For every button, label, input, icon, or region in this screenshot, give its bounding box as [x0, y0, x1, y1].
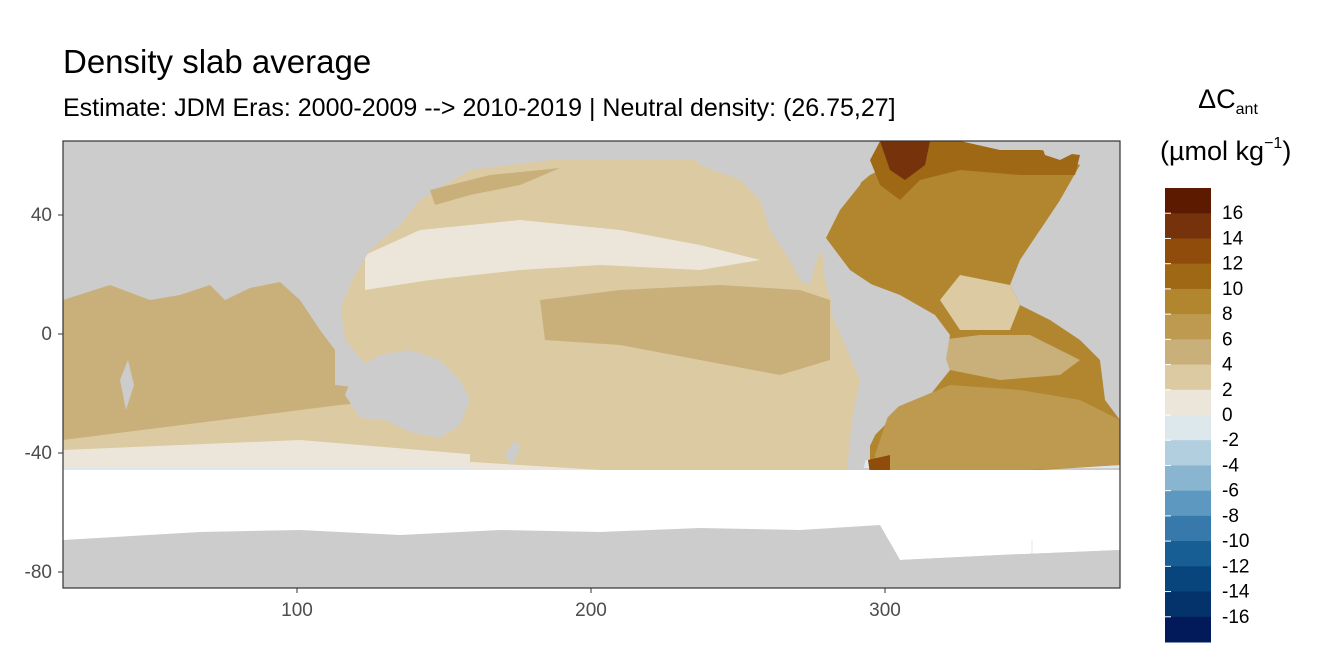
legend-label: 10: [1222, 279, 1243, 300]
indian-southern-margin: [63, 440, 480, 468]
legend-label: -8: [1222, 506, 1239, 527]
new-zealand-shape: [505, 440, 520, 465]
legend-label: -10: [1222, 531, 1249, 552]
legend-swatch: [1165, 490, 1211, 517]
y-tick-label: -40: [25, 443, 52, 464]
legend-label: 14: [1222, 228, 1244, 249]
legend-swatch: [1165, 238, 1211, 265]
sea-ice-gap: [63, 470, 1120, 540]
legend-swatch: [1165, 263, 1211, 290]
north-america-shape: [680, 141, 880, 285]
legend-swatch: [1165, 440, 1211, 466]
labrador-sea: [880, 141, 930, 180]
y-axis: 40 0 -40 -80: [25, 205, 63, 583]
legend-label: -6: [1222, 481, 1239, 502]
africa-europe-shape: [1012, 141, 1120, 420]
legend-swatch: [1165, 288, 1211, 315]
kuroshio-extension: [430, 168, 560, 205]
north-pacific-light-band: [365, 220, 760, 290]
y-tick-label: -80: [25, 562, 52, 583]
south-atlantic: [875, 385, 1120, 478]
chart-subtitle: Estimate: JDM Eras: 2000-2009 --> 2010-2…: [63, 94, 896, 122]
equatorial-pacific: [540, 285, 830, 375]
chart-title: Density slab average: [63, 43, 372, 80]
greenland-shape: [1040, 141, 1085, 160]
legend-label: 4: [1222, 355, 1233, 376]
legend-unit: (µmol kg−1): [1160, 135, 1292, 166]
legend-swatch: [1165, 213, 1211, 239]
legend-label: -4: [1222, 455, 1239, 476]
legend-label: -14: [1222, 582, 1250, 603]
legend-label: 0: [1222, 405, 1233, 426]
legend-swatch: [1165, 415, 1211, 441]
madagascar-shape: [120, 360, 134, 410]
equatorial-atlantic: [940, 335, 1080, 380]
antarctica-coast: [63, 525, 1120, 588]
legend-swatch: [1165, 339, 1211, 366]
legend-swatch: [1165, 364, 1211, 391]
legend-swatch: [1165, 314, 1211, 340]
legend-label: 12: [1222, 254, 1243, 275]
legend-swatch: [1165, 515, 1211, 542]
y-tick-label: 40: [31, 205, 52, 226]
legend-label: 6: [1222, 329, 1233, 350]
legend-title: ΔCant: [1198, 84, 1258, 118]
legend-swatch: [1165, 389, 1211, 416]
subpolar-north-pacific: [420, 160, 790, 210]
x-axis: 100 200 300: [281, 588, 901, 621]
legend-swatch: [1165, 566, 1211, 593]
y-tick-label: 0: [41, 324, 52, 345]
north-atlantic-subtropical: [830, 185, 1060, 255]
south-america-shape: [830, 280, 950, 495]
x-tick-label: 100: [281, 600, 313, 621]
legend-swatch: [1165, 616, 1211, 643]
legend-labels: 16 14 12 10 8 6 4 2 0 -2 -4 -6 -8 -10 -12 -14 -16: [1222, 203, 1250, 628]
legend-swatch: [1165, 465, 1211, 492]
legend-label: -12: [1222, 556, 1249, 577]
legend-swatch: [1165, 541, 1211, 567]
canary-region: [940, 275, 1020, 330]
legend-label: 8: [1222, 304, 1233, 325]
x-tick-label: 300: [869, 600, 901, 621]
eurasia-shape: [63, 141, 680, 320]
legend-swatch: [1165, 188, 1211, 214]
x-tick-label: 200: [575, 600, 607, 621]
legend-label: 16: [1222, 203, 1243, 224]
legend-colorbar: [1165, 188, 1211, 643]
legend-label: -2: [1222, 430, 1239, 451]
legend-swatch: [1165, 591, 1211, 618]
legend-label: -16: [1222, 607, 1249, 628]
legend-label: 2: [1222, 380, 1233, 401]
australia-shape: [345, 350, 470, 438]
